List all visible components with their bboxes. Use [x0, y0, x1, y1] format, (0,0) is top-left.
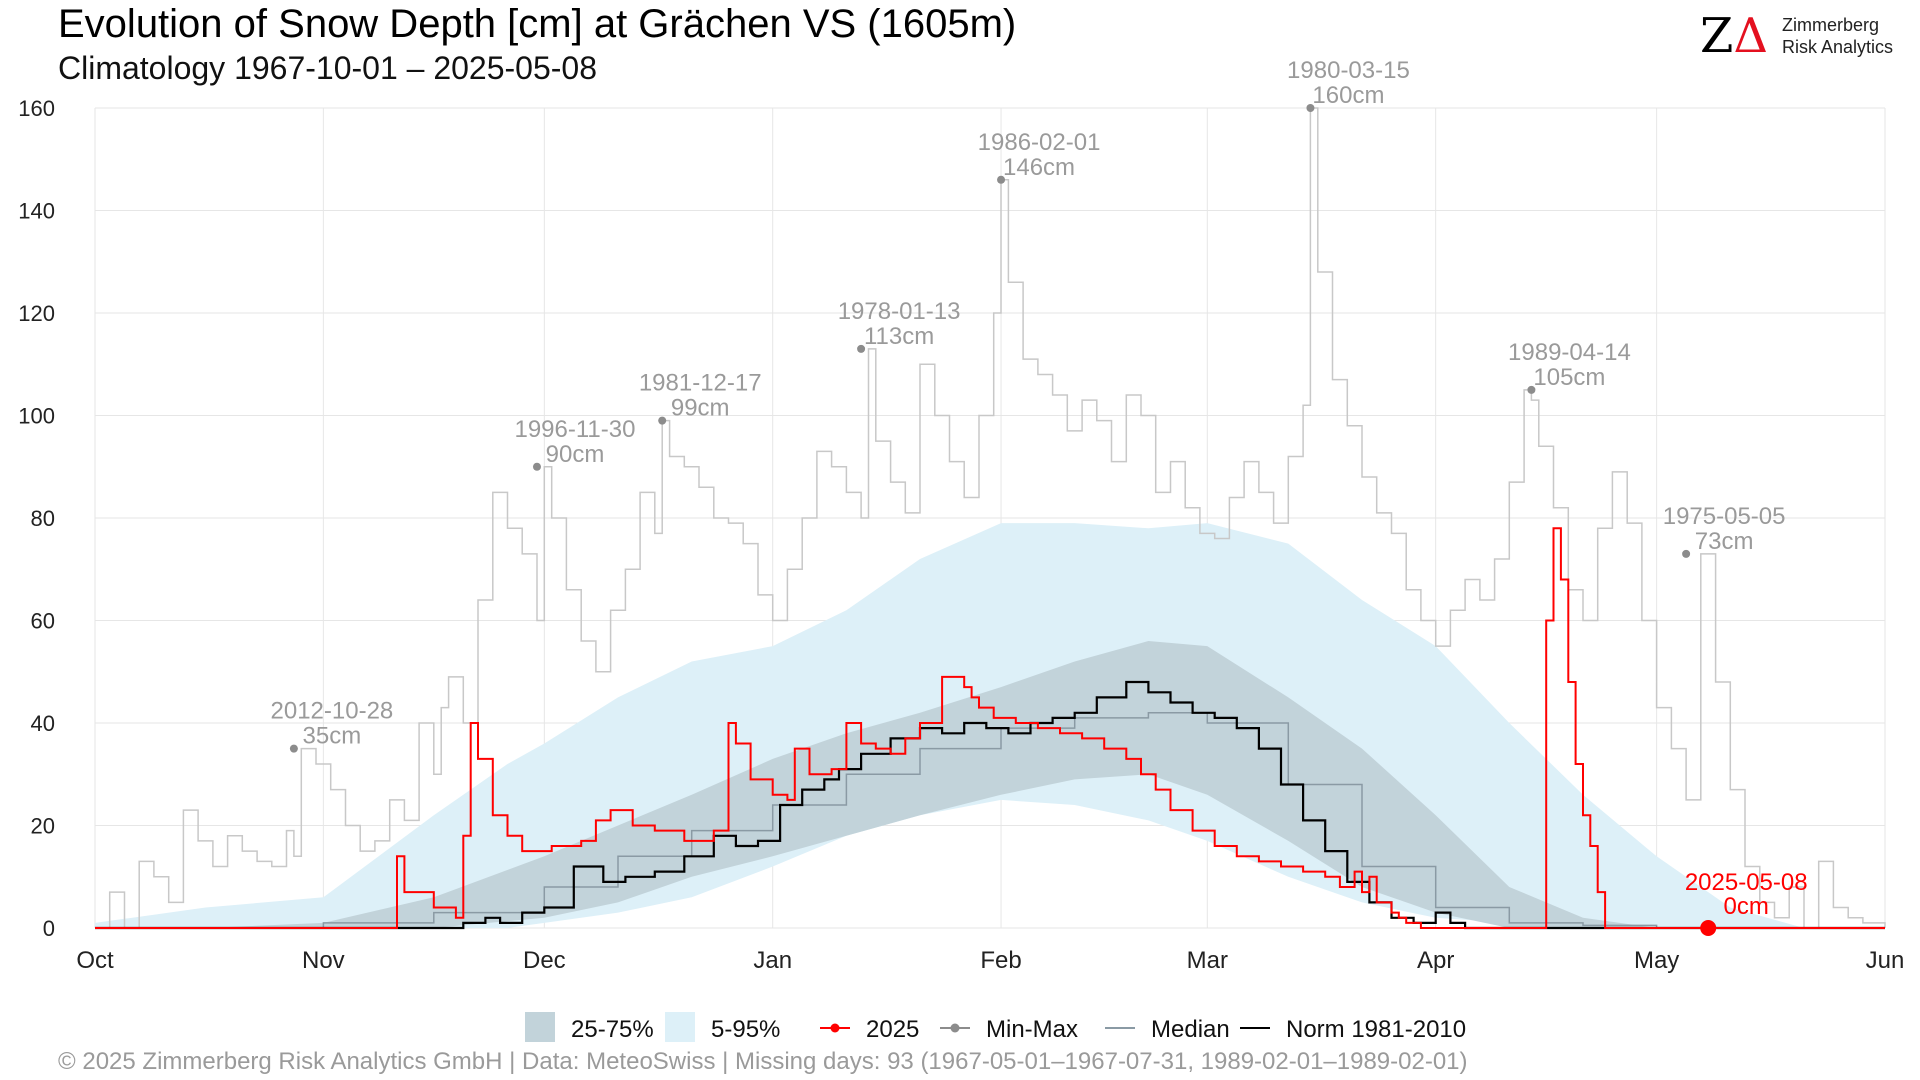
y-tick-label: 80: [31, 506, 55, 531]
record-point: [1682, 549, 1691, 558]
x-tick-label: May: [1634, 947, 1679, 974]
x-tick-label: Jan: [753, 947, 792, 974]
record-point: [857, 344, 866, 353]
x-tick-label: Dec: [523, 947, 566, 974]
logo-line-1: Zimmerberg: [1782, 15, 1880, 35]
record-value-label: 113cm: [864, 323, 934, 350]
record-value-label: 90cm: [546, 441, 605, 468]
legend-swatch-dot: [830, 1023, 840, 1033]
record-date-label: 1980-03-15: [1287, 57, 1410, 84]
record-date-label: 1986-02-01: [978, 129, 1101, 156]
y-tick-label: 100: [18, 404, 55, 429]
chart-title: Evolution of Snow Depth [cm] at Grächen …: [58, 2, 1017, 46]
record-value-label: 160cm: [1312, 82, 1384, 109]
x-tick-label: Jun: [1866, 947, 1905, 974]
legend-swatch-dot: [950, 1023, 960, 1033]
legend-label: 2025: [866, 1016, 919, 1043]
legend-label: 5-95%: [711, 1016, 780, 1043]
current-day-marker: [1700, 920, 1717, 936]
y-tick-label: 40: [31, 711, 55, 736]
band-25-75: [95, 641, 1731, 928]
record-date-label: 1981-12-17: [639, 370, 762, 397]
logo-delta: Δ: [1733, 8, 1769, 64]
legend: 25-75% 5-95% 2025 Min-Max Median Norm 1981-20…: [525, 1012, 1466, 1043]
y-tick-label: 140: [18, 199, 55, 224]
x-tick-label: Apr: [1417, 947, 1454, 974]
current-date-label: 2025-05-08: [1685, 869, 1808, 896]
current-value-label: 0cm: [1724, 893, 1769, 920]
legend-label: Median: [1151, 1016, 1230, 1043]
record-point: [532, 462, 541, 471]
y-tick-label: 20: [31, 814, 55, 839]
legend-swatch-band: [525, 1012, 555, 1042]
legend-swatch-band: [665, 1012, 695, 1042]
record-point: [289, 744, 298, 753]
logo-z: Z: [1700, 8, 1734, 64]
record-point: [658, 416, 667, 425]
line-layer: [95, 107, 1886, 930]
y-tick-label: 60: [31, 609, 55, 634]
x-tick-label: Mar: [1187, 947, 1228, 974]
axis-layer: 0 20 40 60 80 100 120 140 160 Oct Nov Dec Jan Feb Mar A…: [18, 96, 1904, 974]
series-2025: [95, 527, 1885, 929]
record-date-label: 1996-11-30: [514, 416, 635, 443]
series-min-max: [95, 107, 1886, 929]
logo-line-2: Risk Analytics: [1782, 37, 1894, 57]
logo-text: Zimmerberg Risk Analytics: [1782, 14, 1893, 58]
record-value-label: 35cm: [303, 723, 362, 750]
x-tick-label: Oct: [76, 947, 114, 974]
grid-layer: [94, 107, 1886, 929]
y-tick-label: 0: [43, 916, 55, 941]
legend-label: 25-75%: [571, 1016, 654, 1043]
y-tick-label: 120: [18, 301, 55, 326]
record-date-label: 2012-10-28: [271, 698, 394, 725]
record-date-label: 1975-05-05: [1663, 503, 1786, 530]
series-norm-1981-2010: [95, 680, 1885, 930]
record-date-label: 1989-04-14: [1508, 339, 1631, 366]
record-value-label: 99cm: [671, 395, 730, 422]
logo-mark: ZΔ: [1700, 8, 1768, 64]
footer-credits: © 2025 Zimmerberg Risk Analytics GmbH | …: [58, 1048, 1468, 1075]
x-tick-label: Nov: [302, 947, 345, 974]
record-value-label: 146cm: [1003, 154, 1075, 181]
record-value-label: 73cm: [1695, 528, 1754, 555]
record-point: [997, 175, 1006, 184]
record-value-label: 105cm: [1533, 364, 1605, 391]
y-tick-label: 160: [18, 96, 55, 121]
band-layer: [95, 523, 1804, 928]
legend-label: Min-Max: [986, 1016, 1078, 1043]
company-logo: ZΔ Zimmerberg Risk Analytics: [1700, 8, 1910, 68]
record-date-label: 1978-01-13: [838, 298, 961, 325]
record-point: [1306, 104, 1315, 112]
legend-label: Norm 1981-2010: [1286, 1016, 1466, 1043]
chart-subtitle: Climatology 1967-10-01 – 2025-05-08: [58, 50, 598, 86]
x-tick-label: Feb: [980, 947, 1021, 974]
record-point: [1527, 385, 1536, 394]
